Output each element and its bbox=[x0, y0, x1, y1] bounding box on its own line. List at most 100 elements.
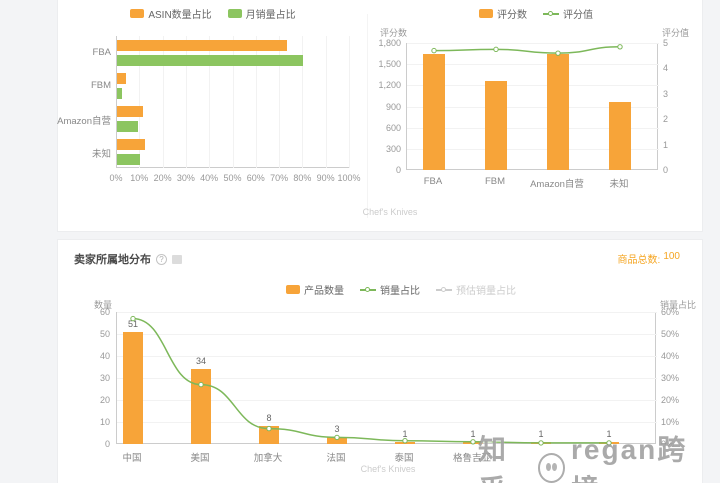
rating-value-line bbox=[431, 44, 623, 56]
bar-product-count[interactable] bbox=[259, 426, 279, 444]
category-label: 格鲁吉亚 bbox=[452, 453, 491, 464]
grid-line-vertical bbox=[349, 36, 350, 168]
bar-asin-share[interactable] bbox=[117, 138, 145, 150]
legend-swatch bbox=[286, 285, 300, 294]
grid-line-vertical bbox=[255, 36, 257, 168]
ratings-chart: 评分数 评分值 评分数 评分值 1,800 1,500 1,200 900 600 300 0 5 4 3… bbox=[368, 0, 704, 232]
bar-product-count[interactable] bbox=[191, 369, 211, 444]
fulfillment-ratings-panel: ASIN数量占比 月销量占比 FBA FBM Amazon自营 未知 0% 10% 20% 30%… bbox=[57, 0, 703, 232]
right-axis-title: 评分值 bbox=[662, 28, 690, 38]
legend-swatch bbox=[479, 9, 493, 18]
line-point[interactable] bbox=[606, 440, 612, 446]
line-point[interactable] bbox=[334, 434, 340, 441]
legend-item-asin-share[interactable]: ASIN数量占比 bbox=[130, 6, 212, 21]
line-point[interactable] bbox=[555, 50, 561, 56]
bar-monthly-sales-share[interactable] bbox=[117, 120, 138, 132]
line-point[interactable] bbox=[402, 438, 408, 444]
panel-title: 卖家所属地分布 bbox=[74, 254, 151, 266]
zhihu-watermark: 知乎 regan跨境 bbox=[478, 428, 702, 483]
chart-legend: ASIN数量占比 月销量占比 bbox=[58, 6, 368, 21]
category-label: FBA bbox=[92, 46, 111, 58]
bar-rating-count[interactable] bbox=[423, 53, 445, 170]
plot-area bbox=[116, 36, 350, 168]
right-axis-tick: 5 bbox=[663, 38, 669, 48]
legend-label: 销量占比 bbox=[380, 286, 420, 297]
legend-item-monthly-sales-share[interactable]: 月销量占比 bbox=[227, 6, 296, 21]
bar-asin-share[interactable] bbox=[117, 105, 143, 117]
left-axis-tick: 1,800 bbox=[378, 38, 401, 48]
legend-item-rating-count[interactable]: 评分数 bbox=[479, 6, 527, 21]
bar-product-count[interactable] bbox=[123, 331, 143, 444]
panel-header: 卖家所属地分布 ? bbox=[74, 251, 182, 267]
bar-product-count[interactable] bbox=[327, 437, 347, 444]
line-point[interactable] bbox=[617, 44, 623, 50]
bar-rating-count[interactable] bbox=[609, 102, 631, 170]
bar-asin-share[interactable] bbox=[117, 39, 288, 51]
grid-line-horizontal bbox=[407, 43, 659, 44]
grid-line-horizontal bbox=[117, 334, 657, 335]
grid-line-horizontal bbox=[407, 85, 659, 87]
seller-location-panel: 卖家所属地分布 ? 商品总数: 100 产品数量 销量占比 预估销量占比 数量 销量占比… bbox=[57, 239, 703, 483]
plot-area: 51 34 8 3 1 1 1 1 bbox=[116, 312, 657, 446]
grid-line-horizontal bbox=[407, 148, 659, 150]
left-axis-tick: 60 bbox=[99, 307, 110, 317]
right-axis-tick: 2 bbox=[663, 114, 669, 125]
legend-item-rating-value[interactable]: 评分值 bbox=[543, 6, 593, 21]
x-axis-tick: 60% bbox=[246, 173, 265, 183]
total-products-label: 商品总数: bbox=[617, 255, 661, 266]
line-point[interactable] bbox=[198, 381, 204, 388]
legend-line-marker bbox=[543, 11, 559, 16]
bar-rating-count[interactable] bbox=[485, 81, 507, 170]
right-axis-tick: 4 bbox=[663, 63, 669, 74]
line-point[interactable] bbox=[538, 440, 544, 446]
legend-swatch bbox=[130, 9, 145, 18]
bar-monthly-sales-share[interactable] bbox=[117, 153, 141, 165]
total-products-badge: 商品总数: 100 bbox=[618, 251, 680, 266]
line-point[interactable] bbox=[130, 315, 136, 322]
left-axis-tick: 1,200 bbox=[378, 80, 401, 91]
legend-item-sales-share[interactable]: 销量占比 bbox=[360, 282, 420, 297]
total-products-value: 100 bbox=[663, 251, 680, 262]
category-label: FBA bbox=[423, 176, 443, 187]
info-icon[interactable]: ? bbox=[156, 253, 167, 265]
line-point[interactable] bbox=[431, 47, 437, 54]
x-axis-tick: 80% bbox=[293, 173, 312, 183]
line-point[interactable] bbox=[470, 439, 476, 445]
bar-value-label: 3 bbox=[334, 424, 340, 435]
grid-line-horizontal bbox=[117, 356, 657, 357]
category-label: Amazon自营 bbox=[530, 179, 584, 190]
right-axis-tick: 20% bbox=[661, 395, 680, 405]
category-label: 未知 bbox=[91, 148, 111, 160]
category-label: 法国 bbox=[326, 453, 346, 464]
right-axis-tick: 10% bbox=[661, 417, 680, 427]
chart-menu-icon[interactable] bbox=[172, 254, 182, 264]
bar-monthly-sales-share[interactable] bbox=[117, 54, 304, 66]
legend-item-product-count[interactable]: 产品数量 bbox=[286, 282, 344, 297]
bar-value-label: 34 bbox=[195, 356, 206, 367]
x-axis-tick: 10% bbox=[130, 173, 149, 183]
right-axis-tick: 50% bbox=[661, 329, 680, 339]
legend-label: 评分数 bbox=[497, 10, 527, 21]
left-axis-tick: 50 bbox=[99, 329, 110, 339]
x-axis-tick: 30% bbox=[176, 173, 195, 183]
grid-line-vertical bbox=[162, 36, 164, 168]
bar-asin-share[interactable] bbox=[117, 72, 127, 84]
legend-line-marker bbox=[436, 287, 452, 292]
legend-marker-dot bbox=[365, 287, 370, 292]
legend-swatch bbox=[227, 9, 242, 18]
legend-label: 评分值 bbox=[563, 10, 593, 21]
bar-rating-count[interactable] bbox=[547, 54, 569, 170]
bar-monthly-sales-share[interactable] bbox=[117, 87, 122, 99]
x-axis-tick: 70% bbox=[270, 173, 289, 183]
legend-label: 预估销量占比 bbox=[456, 286, 516, 297]
left-axis-title: 评分数 bbox=[380, 28, 408, 38]
legend-item-estimated-sales-share[interactable]: 预估销量占比 bbox=[436, 282, 516, 297]
line-point[interactable] bbox=[266, 425, 272, 432]
line-point[interactable] bbox=[493, 46, 499, 53]
bar-value-label: 1 bbox=[402, 428, 408, 439]
left-axis-tick: 600 bbox=[385, 122, 401, 133]
legend-marker-dot bbox=[548, 11, 553, 16]
chart-legend: 评分数 评分值 bbox=[368, 6, 704, 21]
zhihu-logo-text: 知乎 bbox=[478, 434, 509, 483]
plot-area bbox=[406, 43, 659, 170]
